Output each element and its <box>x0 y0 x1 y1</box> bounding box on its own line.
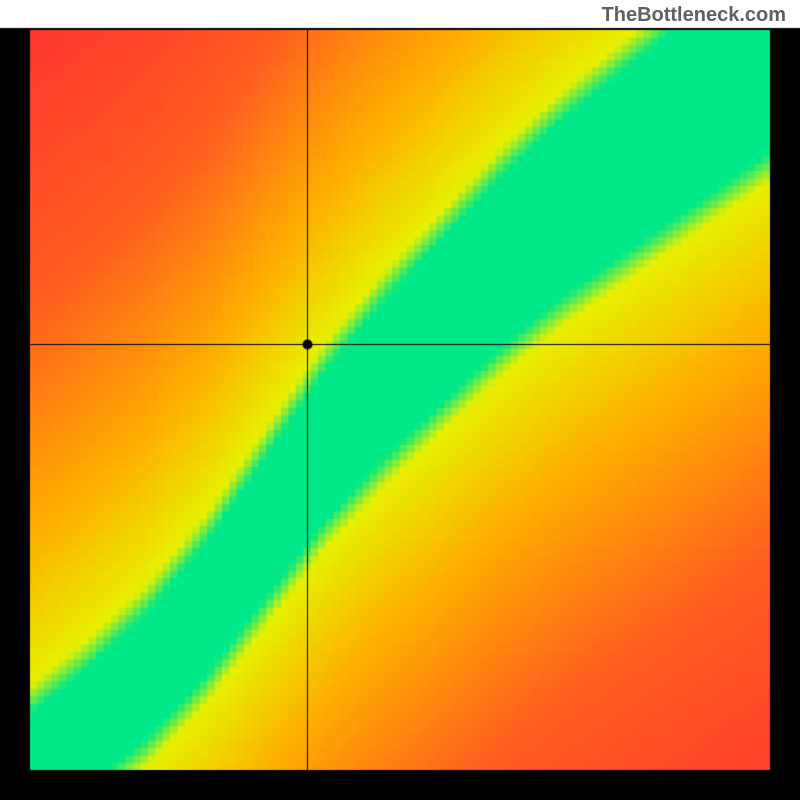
watermark-text: TheBottleneck.com <box>602 4 786 27</box>
bottleneck-heatmap <box>0 0 800 800</box>
chart-container: TheBottleneck.com <box>0 0 800 800</box>
